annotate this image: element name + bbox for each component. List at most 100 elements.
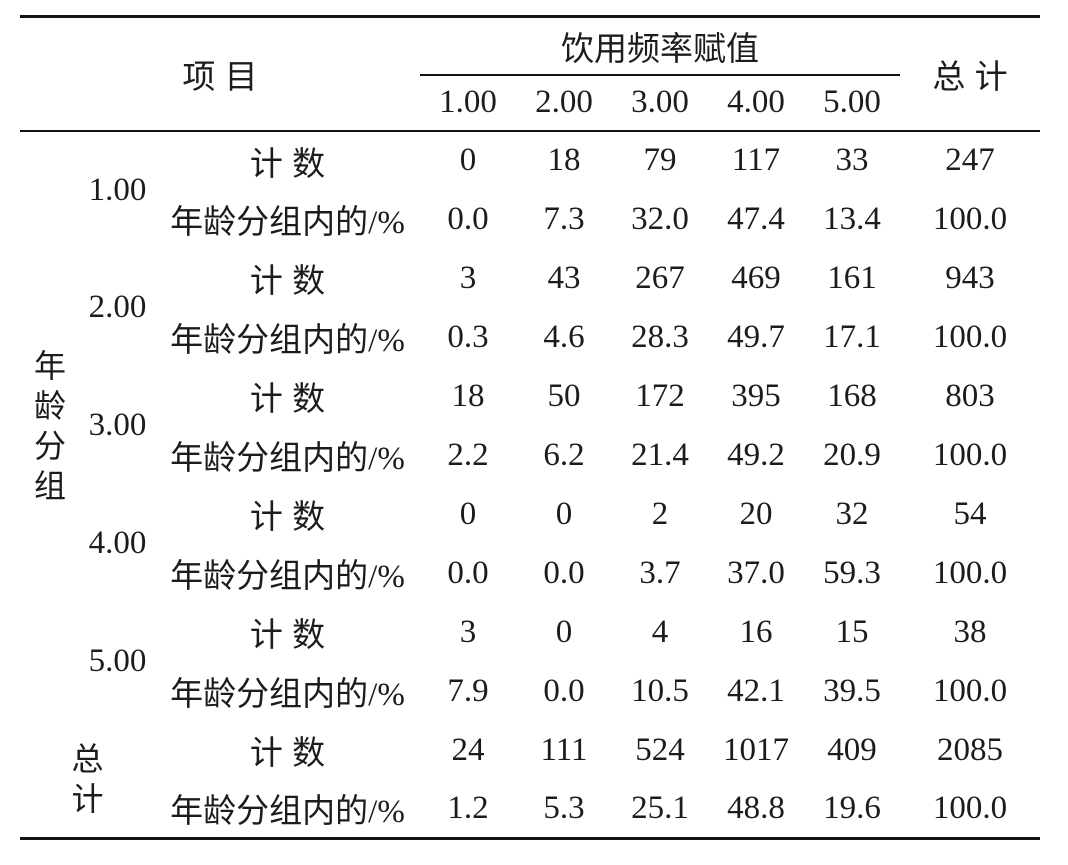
pct-value-cell: 0.0 [447, 200, 489, 237]
count-value-cell: 33 [835, 142, 869, 178]
table-row: 年龄分组内的/% 7.9 0.0 10.5 42.1 39.5 100.0 [20, 662, 1040, 721]
count-value-cell: 111 [540, 731, 588, 768]
pct-value-cell: 32.0 [631, 200, 689, 237]
pct-value-cell: 6.2 [543, 436, 585, 473]
count-label: 计数 [249, 736, 335, 772]
count-value-cell: 524 [635, 731, 685, 768]
total-row-vertical-label: 总计 [71, 740, 104, 817]
group-key-cell: 3.00 [88, 407, 147, 443]
count-value-cell: 0 [459, 142, 477, 178]
count-value-cell: 3 [459, 613, 477, 650]
pct-value-cell: 0.3 [447, 318, 489, 355]
count-total-cell: 803 [945, 377, 995, 414]
pct-label-cell: 年龄分组内的/% [170, 441, 405, 477]
total-row-header: 总计 [20, 721, 155, 839]
count-value-cell: 43 [547, 259, 581, 296]
count-value-cell: 20 [739, 495, 773, 532]
table-row: 年龄分组 1.00 计数 0 18 79 117 33 247 [20, 131, 1040, 504]
pct-total-cell: 100.0 [932, 200, 1008, 237]
freq-col-header-1: 1.00 [420, 74, 517, 132]
count-total-cell: 2085 [937, 731, 1004, 768]
pct-value-cell: 25.1 [631, 789, 689, 826]
count-value-cell: 16 [739, 613, 773, 650]
pct-value-cell: 1.2 [447, 789, 489, 826]
count-value-cell: 267 [635, 259, 685, 296]
count-value-cell: 117 [731, 142, 781, 178]
pct-value-cell: 10.5 [631, 672, 689, 709]
group-key-cell: 1.00 [88, 171, 147, 208]
count-value-cell: 15 [835, 613, 869, 650]
pct-value-cell: 0.0 [447, 554, 489, 591]
freq-col-header-4: 4.00 [708, 74, 805, 132]
table-row: 总计 计数 24 111 524 1017 409 2085 [20, 721, 1040, 817]
pct-label-cell: 年龄分组内的/% [170, 323, 405, 359]
pct-value-cell: 37.0 [727, 554, 785, 591]
count-label: 计数 [249, 500, 335, 536]
pct-value-cell: 13.4 [823, 200, 881, 237]
pct-value-cell: 20.9 [823, 436, 881, 473]
header-row-1: 项目 饮用频率赋值 总计 [20, 16, 1041, 132]
pct-label-cell: 年龄分组内的/% [170, 677, 405, 713]
pct-value-cell: 49.7 [727, 318, 785, 355]
pct-label-cell: 年龄分组内的/% [170, 205, 405, 241]
count-value-cell: 172 [635, 377, 685, 414]
count-total-cell: 38 [953, 613, 987, 650]
count-value-cell: 2 [651, 495, 669, 532]
pct-value-cell: 21.4 [631, 436, 689, 473]
count-value-cell: 168 [827, 377, 877, 414]
pct-total-cell: 100.0 [932, 318, 1008, 355]
freq-col-header-3: 3.00 [612, 74, 709, 132]
count-value-cell: 469 [731, 259, 781, 296]
pct-value-cell: 4.6 [543, 318, 585, 355]
count-total-cell: 54 [953, 495, 987, 532]
pct-value-cell: 7.9 [447, 672, 489, 709]
count-label: 计数 [249, 618, 335, 654]
freq-col-header-2: 2.00 [516, 74, 613, 132]
count-value-cell: 18 [547, 142, 581, 178]
pct-total-cell: 100.0 [932, 672, 1008, 709]
age-group-vertical-label: 年龄分组 [33, 348, 66, 504]
count-total-cell: 247 [945, 142, 995, 178]
count-label: 计数 [249, 264, 335, 300]
pct-value-cell: 28.3 [631, 318, 689, 355]
count-total-cell: 943 [945, 259, 995, 296]
pct-label-cell: 年龄分组内的/% [170, 794, 405, 831]
pct-value-cell: 7.3 [543, 200, 585, 237]
header-row-2: 1.00 2.00 3.00 4.00 5.00 [20, 74, 1040, 132]
count-label-cell: 计数 [155, 249, 420, 308]
count-label-cell: 计数 [155, 603, 420, 662]
table-row: 年龄分组内的/% 0.0 0.0 3.7 37.0 59.3 100.0 [20, 544, 1040, 603]
pct-value-cell: 0.0 [543, 554, 585, 591]
count-label-cell: 计数 [155, 721, 420, 780]
table-row: 年龄分组内的/% 0.3 4.6 28.3 49.7 17.1 100.0 [20, 308, 1040, 367]
count-value-cell: 79 [643, 142, 677, 178]
pct-value-cell: 39.5 [823, 672, 881, 709]
pct-label-cell: 年龄分组内的/% [170, 559, 405, 595]
pct-value-cell: 2.2 [447, 436, 489, 473]
table-row: 3.00 计数 18 50 172 395 168 803 [20, 367, 1040, 444]
freq-group-header-label: 饮用频率赋值 [561, 31, 760, 68]
table-row: 年龄分组内的/% 0.0 7.3 32.0 47.4 13.4 100.0 [20, 190, 1040, 249]
count-value-cell: 161 [827, 259, 877, 296]
group-key-cell: 4.00 [88, 525, 147, 561]
count-value-cell: 32 [835, 495, 869, 532]
corner-header: 项目 [20, 16, 421, 132]
pct-value-cell: 3.7 [639, 554, 681, 591]
count-value-cell: 0 [555, 613, 573, 650]
count-value-cell: 3 [459, 259, 477, 296]
pct-value-cell: 47.4 [727, 200, 785, 237]
count-value-cell: 0 [459, 495, 477, 532]
pct-total-cell: 100.0 [932, 789, 1008, 826]
group-key-cell: 2.00 [88, 289, 147, 325]
count-value-cell: 395 [731, 377, 781, 414]
count-value-cell: 409 [827, 731, 877, 768]
pct-value-cell: 59.3 [823, 554, 881, 591]
pct-value-cell: 19.6 [823, 789, 881, 826]
pct-total-cell: 100.0 [932, 436, 1008, 473]
count-value-cell: 18 [451, 377, 485, 414]
count-value-cell: 1017 [723, 731, 790, 768]
freq-group-header: 饮用频率赋值 [420, 16, 901, 76]
pct-value-cell: 5.3 [543, 789, 585, 826]
count-label-cell: 计数 [155, 485, 420, 544]
table-row: 2.00 计数 3 43 267 469 161 943 [20, 249, 1040, 326]
